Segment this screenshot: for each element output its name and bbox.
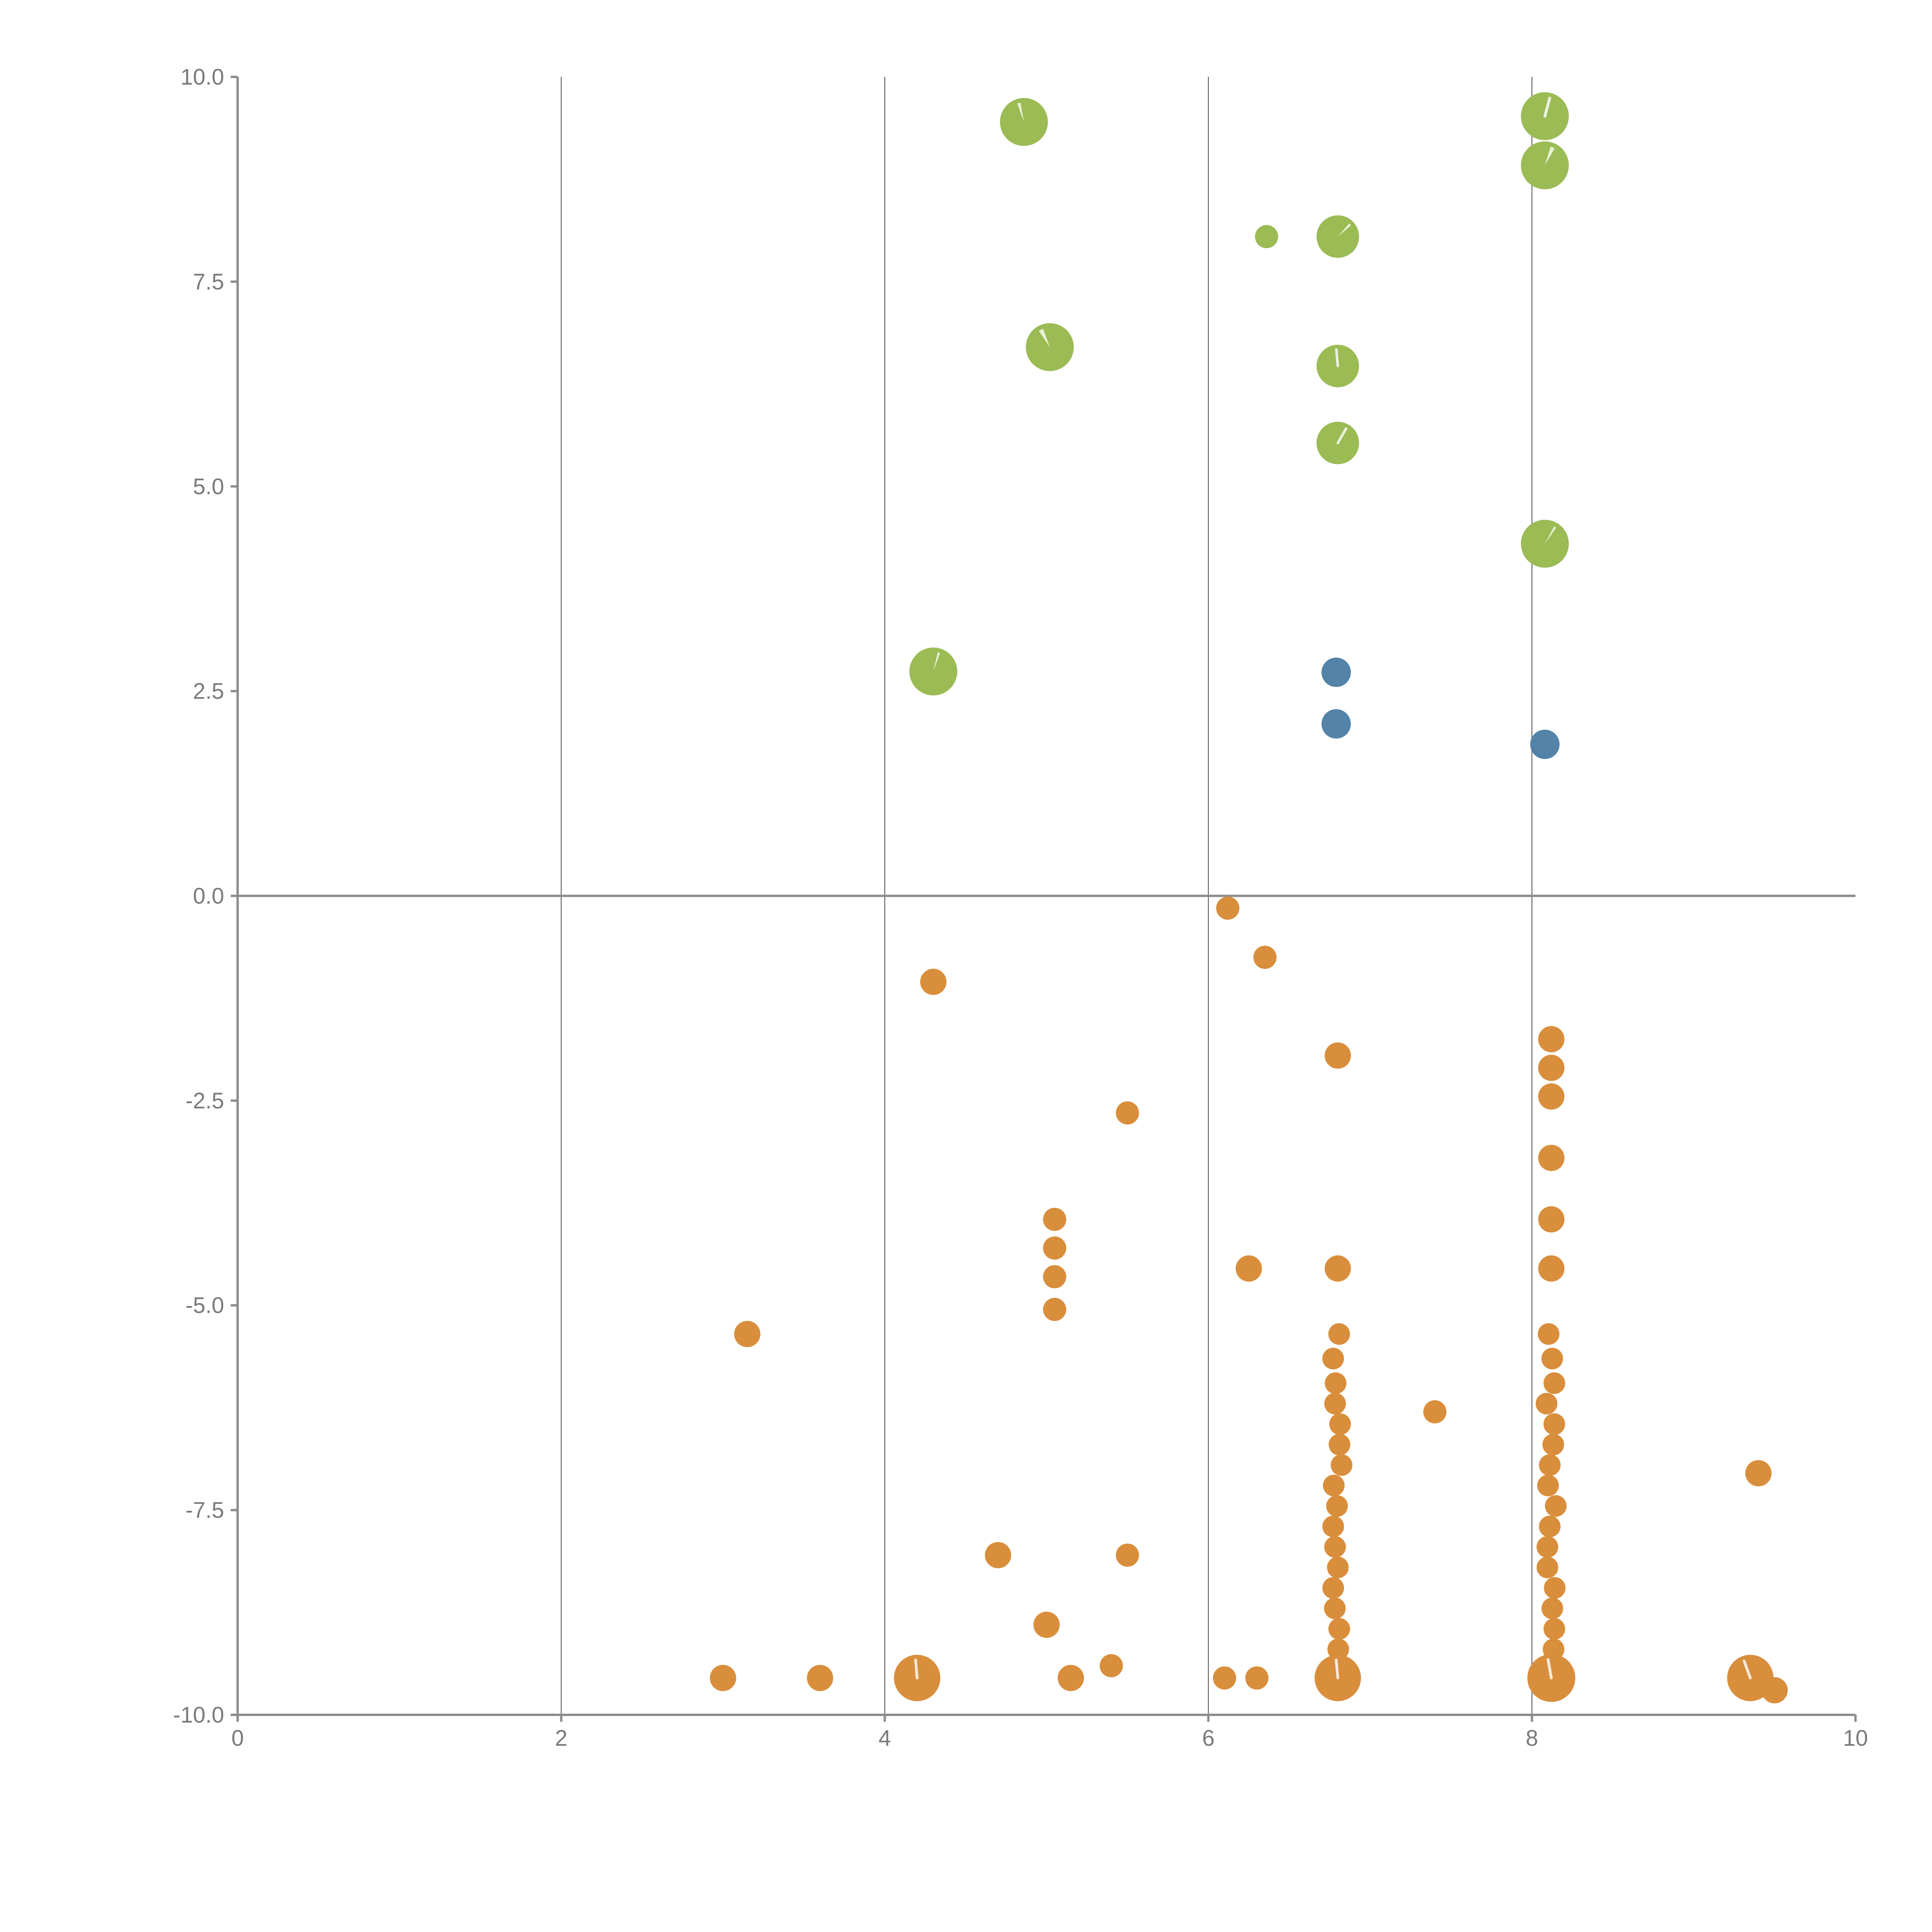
svg-text:7.5: 7.5 xyxy=(193,269,224,294)
svg-text:8: 8 xyxy=(1526,1726,1538,1751)
svg-text:2.5: 2.5 xyxy=(193,679,224,704)
svg-text:-10.0: -10.0 xyxy=(173,1702,224,1728)
svg-text:2: 2 xyxy=(555,1726,567,1751)
svg-text:0: 0 xyxy=(231,1726,244,1751)
svg-text:4: 4 xyxy=(879,1726,891,1751)
svg-text:6: 6 xyxy=(1202,1726,1214,1751)
svg-text:-5.0: -5.0 xyxy=(185,1293,224,1318)
svg-text:10: 10 xyxy=(1843,1726,1868,1751)
svg-text:5.0: 5.0 xyxy=(193,474,224,499)
svg-text:10.0: 10.0 xyxy=(180,65,224,90)
svg-text:0.0: 0.0 xyxy=(193,884,224,909)
svg-text:-7.5: -7.5 xyxy=(185,1498,224,1523)
svg-text:-2.5: -2.5 xyxy=(185,1088,224,1113)
